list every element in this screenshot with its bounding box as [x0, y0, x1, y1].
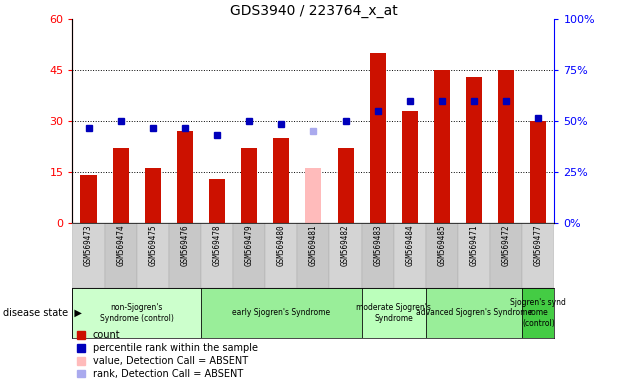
- Bar: [233, 223, 265, 288]
- Bar: [362, 223, 394, 288]
- Bar: [169, 223, 201, 288]
- Text: GSM569476: GSM569476: [180, 225, 190, 266]
- Bar: [394, 223, 426, 288]
- Title: GDS3940 / 223764_x_at: GDS3940 / 223764_x_at: [229, 4, 398, 18]
- Bar: [338, 148, 353, 223]
- Text: early Sjogren's Syndrome: early Sjogren's Syndrome: [232, 308, 330, 318]
- Text: advanced Sjogren's Syndrome: advanced Sjogren's Syndrome: [416, 308, 532, 318]
- Bar: [201, 288, 362, 338]
- Bar: [209, 179, 225, 223]
- Bar: [273, 138, 289, 223]
- Bar: [241, 148, 257, 223]
- Text: GSM569471: GSM569471: [469, 225, 479, 266]
- Bar: [498, 70, 514, 223]
- Text: GSM569475: GSM569475: [148, 225, 158, 266]
- Text: GSM569472: GSM569472: [501, 225, 511, 266]
- Text: GSM569482: GSM569482: [341, 225, 350, 266]
- Bar: [201, 223, 233, 288]
- Bar: [490, 223, 522, 288]
- Bar: [145, 169, 161, 223]
- Bar: [137, 223, 169, 288]
- Text: disease state  ▶: disease state ▶: [3, 308, 82, 318]
- Bar: [306, 169, 321, 223]
- Bar: [370, 53, 386, 223]
- Bar: [434, 70, 450, 223]
- Text: GSM569484: GSM569484: [405, 225, 415, 266]
- Bar: [72, 223, 105, 288]
- Bar: [402, 111, 418, 223]
- Text: non-Sjogren's
Syndrome (control): non-Sjogren's Syndrome (control): [100, 303, 174, 323]
- Text: GSM569474: GSM569474: [116, 225, 125, 266]
- Bar: [105, 223, 137, 288]
- Text: GSM569473: GSM569473: [84, 225, 93, 266]
- Bar: [113, 148, 129, 223]
- Text: GSM569485: GSM569485: [437, 225, 447, 266]
- Bar: [81, 175, 96, 223]
- Bar: [466, 77, 482, 223]
- Bar: [362, 288, 426, 338]
- Text: Sjogren's synd
rome
(control): Sjogren's synd rome (control): [510, 298, 566, 328]
- Text: GSM569477: GSM569477: [534, 225, 543, 266]
- Bar: [522, 288, 554, 338]
- Bar: [426, 223, 458, 288]
- Bar: [177, 131, 193, 223]
- Bar: [329, 223, 362, 288]
- Bar: [265, 223, 297, 288]
- Text: moderate Sjogren's
Syndrome: moderate Sjogren's Syndrome: [357, 303, 431, 323]
- Bar: [522, 223, 554, 288]
- Text: GSM569480: GSM569480: [277, 225, 286, 266]
- Text: GSM569479: GSM569479: [244, 225, 254, 266]
- Bar: [458, 223, 490, 288]
- Legend: count, percentile rank within the sample, value, Detection Call = ABSENT, rank, : count, percentile rank within the sample…: [77, 330, 258, 379]
- Text: GSM569483: GSM569483: [373, 225, 382, 266]
- Bar: [530, 121, 546, 223]
- Bar: [72, 288, 201, 338]
- Bar: [426, 288, 522, 338]
- Text: GSM569481: GSM569481: [309, 225, 318, 266]
- Text: GSM569478: GSM569478: [212, 225, 222, 266]
- Bar: [297, 223, 329, 288]
